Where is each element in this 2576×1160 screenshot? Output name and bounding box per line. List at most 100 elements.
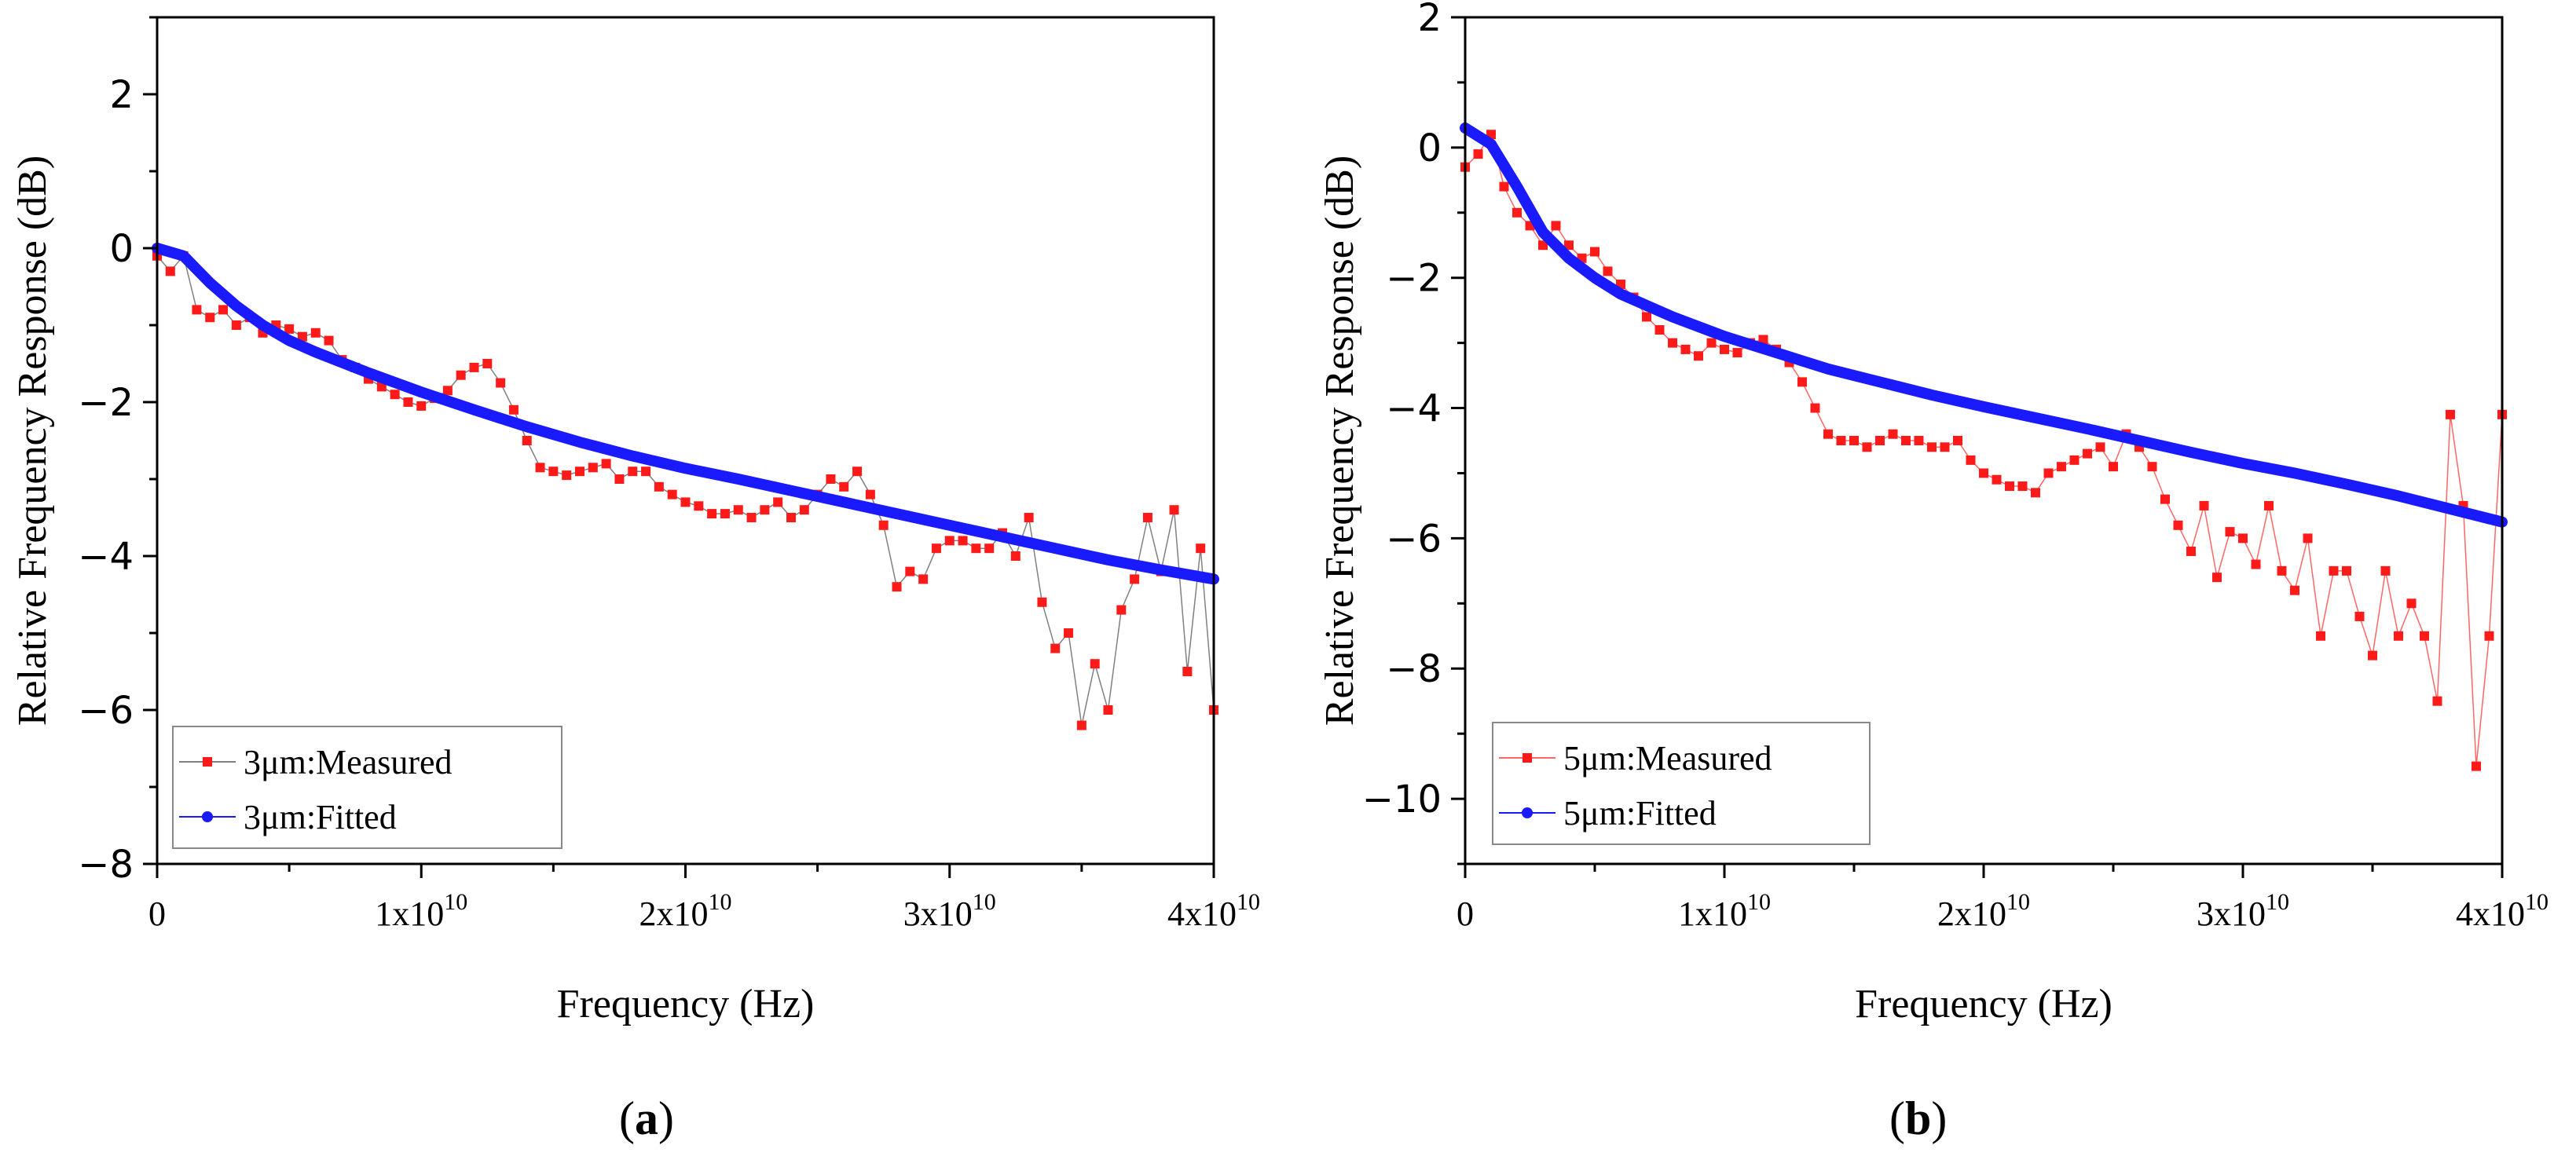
fitted-point xyxy=(2238,459,2248,469)
x-axis-label: Frequency (Hz) xyxy=(557,982,815,1026)
measured-point xyxy=(826,474,836,484)
measured-point xyxy=(984,543,995,554)
measured-point xyxy=(1836,436,1846,445)
fitted-point xyxy=(944,520,955,530)
fitted-point xyxy=(1772,348,1781,358)
measured-point xyxy=(799,505,809,515)
measured-point xyxy=(297,331,307,342)
measured-point xyxy=(1538,240,1548,251)
measured-point xyxy=(720,509,730,519)
y-tick-label: −6 xyxy=(78,689,134,733)
fitted-point xyxy=(680,463,691,474)
fitted-point xyxy=(1616,289,1625,299)
panel-label-b-letter: b xyxy=(1904,1092,1932,1144)
measured-point xyxy=(1953,436,1962,445)
measured-point xyxy=(2432,696,2442,706)
measured-point xyxy=(1642,312,1651,322)
measured-point xyxy=(1720,344,1729,354)
y-tick-label: −4 xyxy=(78,535,134,579)
measured-point xyxy=(1875,436,1885,445)
measured-point xyxy=(971,543,981,554)
measured-point xyxy=(310,328,321,338)
fitted-point xyxy=(1156,565,1166,575)
measured-point xyxy=(1090,659,1100,669)
measured-point xyxy=(1797,377,1807,387)
legend: 3μm:Measured 3μm:Fitted xyxy=(172,726,562,849)
measured-point xyxy=(1130,574,1140,584)
y-tick-label: −8 xyxy=(1386,647,1442,691)
x-axis-label: Frequency (Hz) xyxy=(1855,982,2112,1026)
measured-point xyxy=(1116,605,1127,615)
measured-point xyxy=(1024,513,1034,522)
measured-point xyxy=(324,335,334,346)
measured-point xyxy=(628,467,638,477)
measured-point xyxy=(2420,631,2429,641)
measured-point xyxy=(192,305,202,315)
measured-point xyxy=(1590,247,1599,257)
fitted-series-line xyxy=(152,243,1219,585)
measured-point xyxy=(680,497,691,507)
measured-point xyxy=(2225,527,2235,537)
measured-point xyxy=(2095,442,2105,452)
measured-point xyxy=(2017,481,2028,492)
measured-point xyxy=(588,463,598,473)
x-tick-label: 1x1010 xyxy=(375,889,467,933)
fitted-point xyxy=(1823,364,1833,374)
panel-label-a-letter: a xyxy=(634,1092,658,1144)
fitted-point xyxy=(310,347,321,357)
measured-point xyxy=(2147,462,2157,472)
fitted-point xyxy=(628,451,638,461)
axis-ticks: 2 0 −2 −4 −6 −8 0 1x1010 2x1010 3x1010 4x1010 xyxy=(78,16,1260,933)
fitted-point xyxy=(998,532,1007,542)
legend-measured-label: 5μm:Measured xyxy=(1563,739,1772,778)
measured-point xyxy=(839,481,849,492)
measured-point xyxy=(508,404,518,415)
fitted-point xyxy=(1668,312,1677,322)
fitted-point xyxy=(2186,447,2196,457)
measured-point xyxy=(918,574,929,584)
measured-point xyxy=(707,509,717,519)
measured-point xyxy=(1564,240,1574,251)
measured-point xyxy=(2083,448,2092,459)
measured-point xyxy=(2043,468,2054,478)
measured-series-line xyxy=(157,254,1214,726)
measured-point xyxy=(1823,429,1833,439)
fitted-point xyxy=(2031,412,2040,423)
fitted-point xyxy=(1720,331,1729,342)
measured-point xyxy=(522,436,532,445)
measured-point xyxy=(1992,474,2002,485)
measured-point xyxy=(2329,565,2339,576)
y-tick-label: 2 xyxy=(1417,0,1442,40)
panel-label-b: (b) xyxy=(1889,1092,1948,1144)
x-tick-label: 0 xyxy=(148,895,166,933)
measured-point xyxy=(1654,325,1665,335)
fitted-point xyxy=(892,509,902,519)
measured-point xyxy=(496,378,506,388)
measured-point xyxy=(1169,505,1179,515)
measured-point xyxy=(2406,598,2417,609)
measured-point xyxy=(403,397,413,407)
fitted-series-markers xyxy=(152,243,1218,584)
measured-point xyxy=(905,566,915,576)
measured-point xyxy=(535,463,545,473)
fitted-point xyxy=(258,320,268,330)
axis-ticks: 2 0 −2 −4 −6 −8 −10 0 1x1010 2x1010 3x1010 4x1010 xyxy=(1362,0,2549,933)
measured-point xyxy=(1196,543,1206,554)
panel-label-a: (a) xyxy=(619,1092,674,1144)
measured-point xyxy=(614,474,625,484)
measured-point xyxy=(548,467,559,477)
x-tick-label: 3x1010 xyxy=(2197,889,2289,933)
y-tick-label: −8 xyxy=(78,843,134,887)
measured-point xyxy=(2031,488,2040,498)
measured-point xyxy=(865,489,875,499)
measured-point xyxy=(2264,500,2274,510)
y-tick-label: −10 xyxy=(1362,778,1442,822)
fitted-point xyxy=(1103,554,1113,565)
y-tick-label: −6 xyxy=(1386,517,1442,561)
measured-point xyxy=(1927,442,1937,452)
measured-point xyxy=(1849,436,1859,445)
y-axis-label: Relative Frequency Response (dB) xyxy=(10,156,55,726)
measured-point xyxy=(1512,207,1522,218)
fitted-point xyxy=(839,497,849,507)
measured-point xyxy=(931,543,941,554)
